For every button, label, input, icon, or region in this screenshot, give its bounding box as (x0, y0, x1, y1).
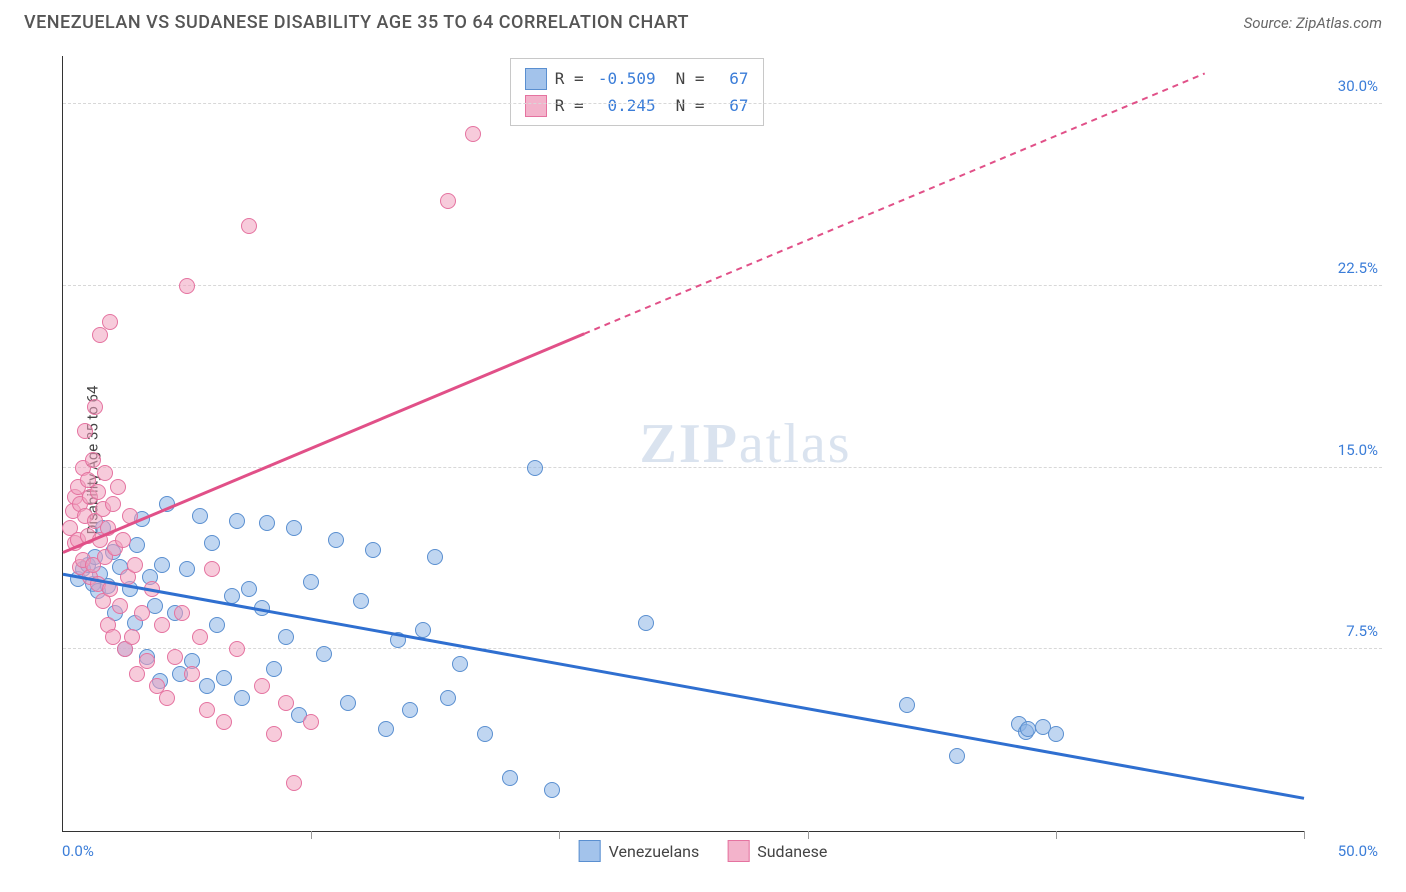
legend-label: Venezuelans (609, 842, 700, 861)
legend-item: Sudanese (727, 840, 827, 862)
trend-line (63, 334, 584, 553)
plot-area: ZIPatlas R =-0.509N =67R =0.245N =67 7.5… (62, 56, 1304, 832)
legend: Venezuelans Sudanese (579, 840, 828, 862)
source-attribution: Source: ZipAtlas.com (1244, 14, 1382, 32)
x-tick (1304, 831, 1305, 839)
chart-container: Disability Age 35 to 64 ZIPatlas R =-0.5… (24, 48, 1382, 872)
x-max-label: 50.0% (1338, 842, 1378, 860)
legend-swatch (727, 840, 749, 862)
x-tick (1056, 831, 1057, 839)
x-tick (808, 831, 809, 839)
legend-label: Sudanese (757, 842, 827, 861)
trend-overlay (63, 56, 1304, 831)
y-tick-label: 15.0% (1338, 441, 1378, 459)
legend-item: Venezuelans (579, 840, 700, 862)
trend-line (63, 574, 1304, 798)
x-tick (559, 831, 560, 839)
x-origin-label: 0.0% (62, 842, 94, 860)
legend-swatch (579, 840, 601, 862)
trend-line (584, 73, 1205, 333)
y-tick-label: 22.5% (1338, 259, 1378, 277)
y-tick-label: 7.5% (1346, 622, 1378, 640)
y-tick-label: 30.0% (1338, 77, 1378, 95)
chart-title: VENEZUELAN VS SUDANESE DISABILITY AGE 35… (24, 12, 689, 33)
x-tick (311, 831, 312, 839)
